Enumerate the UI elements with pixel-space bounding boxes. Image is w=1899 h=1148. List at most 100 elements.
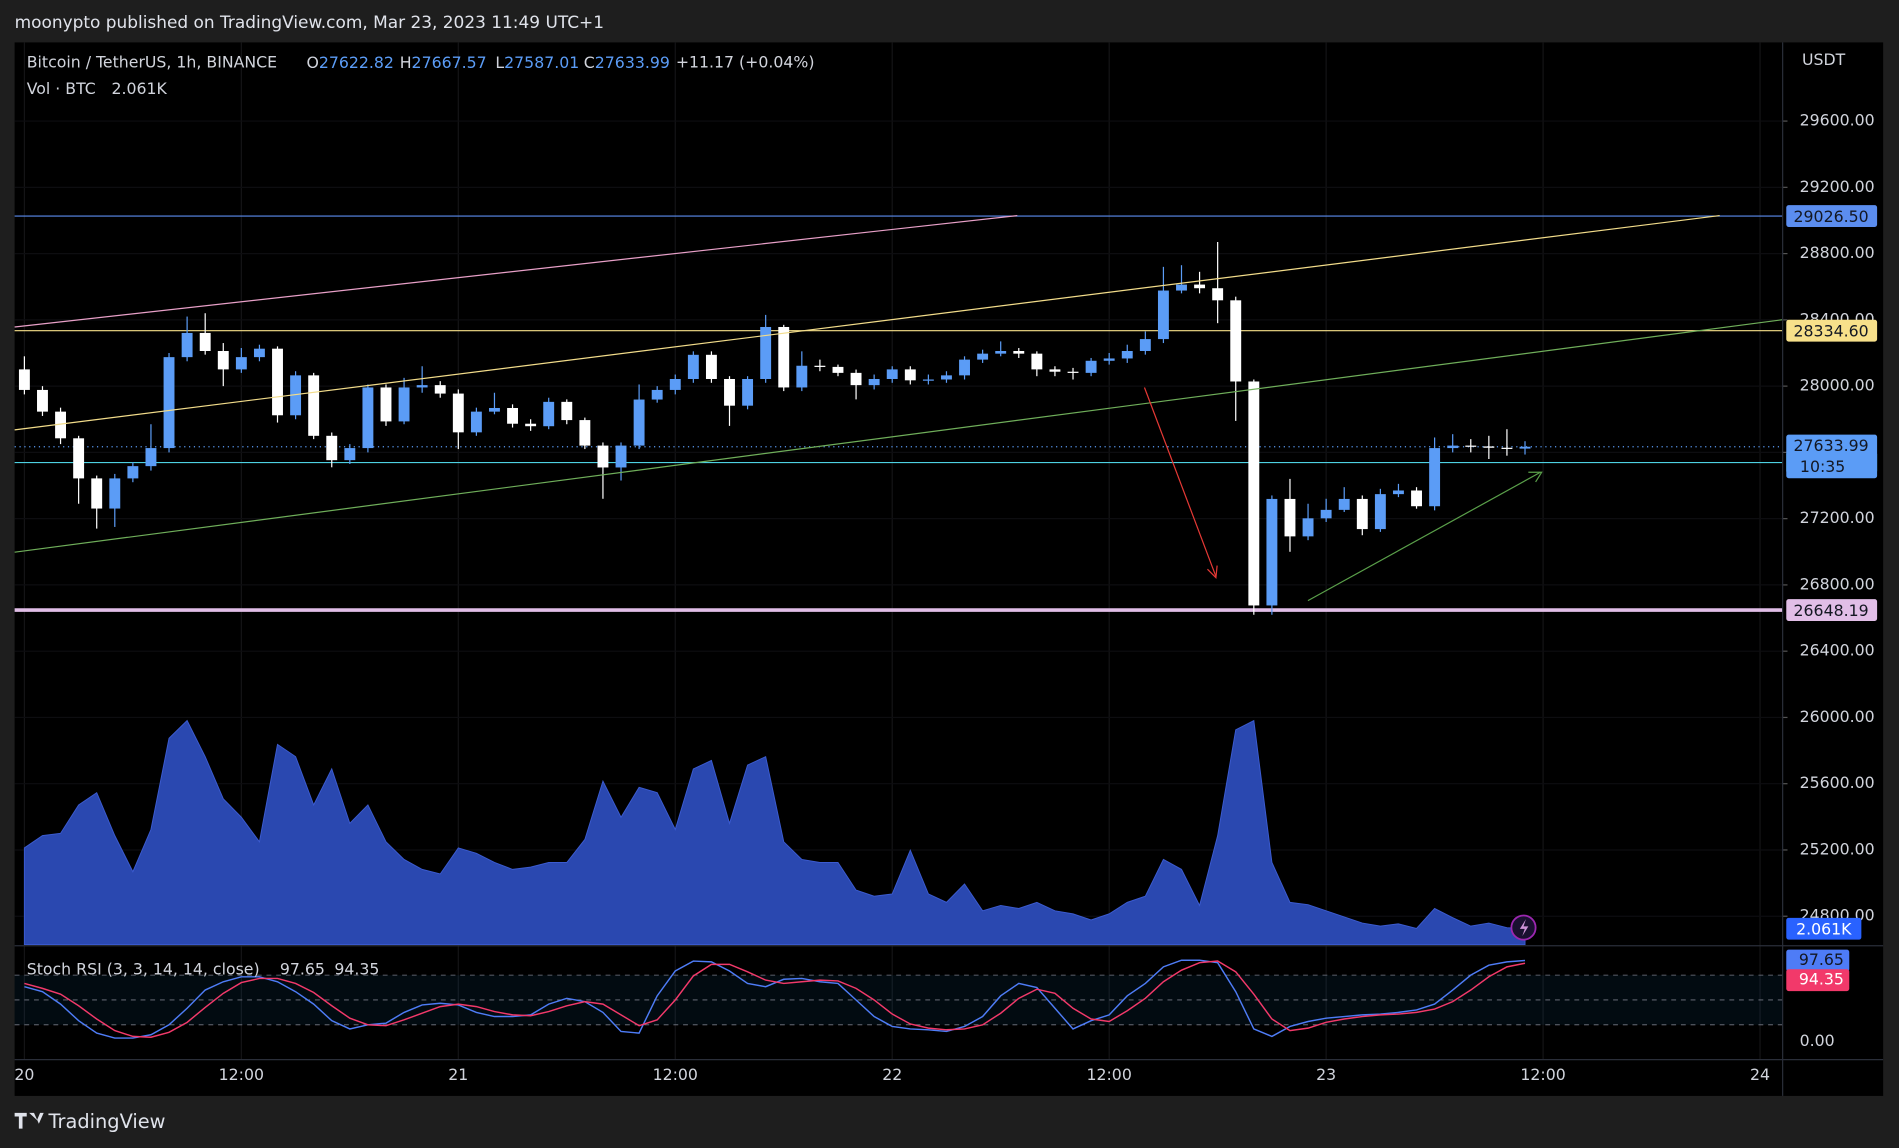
x-tick-label: 20	[14, 1065, 34, 1084]
candle-body	[1519, 446, 1531, 449]
y-tick-label: 27200.00	[1800, 508, 1875, 527]
candle-body	[1266, 498, 1278, 606]
candle-body	[814, 365, 826, 367]
legend-key: C	[584, 52, 595, 71]
volume-badge-label: 2.061K	[1796, 919, 1852, 938]
y-tick-label: 29200.00	[1800, 177, 1875, 196]
candle-body	[760, 326, 772, 380]
legend-title: Bitcoin / TetherUS, 1h, BINANCE	[27, 52, 277, 71]
candle-body	[326, 435, 338, 461]
candle-body	[868, 379, 880, 386]
legend-item: C27633.99	[584, 52, 670, 71]
stoch-legend-value: 94.35	[334, 959, 379, 978]
candle-body	[1411, 490, 1422, 507]
candle-body	[1139, 339, 1151, 352]
candle-body	[651, 389, 663, 400]
y-tick-label: 26400.00	[1800, 641, 1875, 660]
y-tick-label: 26000.00	[1800, 707, 1875, 726]
candle-body	[705, 354, 717, 380]
candle-body	[362, 387, 374, 449]
volume-legend: Vol · BTC	[27, 79, 96, 98]
y-tick-label: 28000.00	[1800, 376, 1875, 395]
x-tick-label: 12:00	[1520, 1065, 1565, 1084]
candle-body	[922, 379, 934, 381]
candle-body	[290, 375, 302, 416]
x-tick-label: 12:00	[653, 1065, 698, 1084]
candle-body	[724, 379, 735, 406]
candle-body	[1302, 518, 1314, 537]
candle-body	[470, 411, 482, 433]
x-tick-label: 24	[1750, 1065, 1770, 1084]
arrow	[1307, 471, 1541, 602]
price-badge	[1786, 599, 1878, 621]
candle-body	[344, 448, 356, 461]
candle-body	[597, 445, 609, 468]
arrow-head	[1207, 565, 1218, 579]
candle-body	[398, 387, 410, 422]
candle-body	[1103, 358, 1115, 361]
price-badge	[1786, 319, 1878, 342]
legend-key: H	[400, 52, 412, 71]
candle-body	[1157, 290, 1169, 340]
candle-body	[579, 420, 591, 446]
legend-value: 27667.57	[412, 52, 487, 71]
candle-body	[434, 385, 446, 394]
candle-body	[416, 385, 428, 388]
logo	[14, 1112, 44, 1129]
y-tick-label: 0.00	[1800, 1031, 1835, 1050]
candle-body	[543, 401, 555, 427]
candle-body	[235, 357, 247, 370]
last-price-badge	[1786, 434, 1878, 479]
legend-value: 27587.01	[504, 52, 579, 71]
candle-body	[18, 369, 30, 390]
candle-body	[73, 438, 85, 479]
candle-body	[199, 332, 211, 352]
legend-change: +11.17 (+0.04%)	[676, 52, 815, 71]
candle-body	[850, 372, 862, 386]
y-tick-label: 28800.00	[1800, 243, 1875, 262]
candle-body	[91, 478, 103, 509]
stoch-line	[24, 960, 1526, 1038]
legend-item: O27622.82	[306, 52, 393, 71]
price-badge-label: 29026.50	[1794, 207, 1869, 226]
y-tick-label: 29600.00	[1800, 111, 1875, 130]
alert-icon-bolt	[1519, 919, 1529, 937]
candle-body	[1393, 490, 1404, 495]
header-text: moonypto published on TradingView.com, M…	[15, 12, 604, 32]
candle-body	[1212, 288, 1224, 301]
x-tick-label: 23	[1316, 1065, 1336, 1084]
candle-body	[1067, 371, 1079, 373]
candle-body	[615, 445, 627, 468]
legend-key: O	[306, 52, 318, 71]
candle-body	[181, 332, 193, 358]
candle-body	[1356, 498, 1368, 530]
legend-item: L27587.01	[495, 52, 579, 71]
candle-body	[959, 359, 970, 376]
candle-body	[1320, 509, 1332, 519]
candle-body	[1501, 447, 1513, 449]
candle-body	[1483, 446, 1495, 448]
candle-body	[1338, 498, 1350, 510]
price-badge-label: 26648.19	[1794, 601, 1869, 620]
candle-body	[832, 366, 844, 373]
candle-body	[1429, 448, 1441, 507]
stoch-badge-label: 97.65	[1799, 950, 1844, 969]
candle-body	[272, 348, 283, 416]
candle-body	[380, 387, 392, 422]
candle-body	[507, 407, 518, 424]
stoch-legend-value: 97.65	[280, 959, 325, 978]
candle-body	[1049, 369, 1061, 372]
candle-body	[1121, 351, 1133, 359]
legend-item: H27667.57	[400, 52, 487, 71]
candle-body	[1230, 300, 1242, 382]
x-tick-label: 21	[448, 1065, 468, 1084]
candle-body	[796, 365, 808, 388]
candle-body	[1465, 445, 1477, 447]
candle-body	[253, 348, 265, 358]
candle-body	[109, 478, 121, 509]
x-tick-label: 12:00	[1086, 1065, 1131, 1084]
candle-body	[145, 448, 157, 467]
trend-line	[14, 319, 1783, 553]
volume-badge	[1786, 917, 1862, 940]
